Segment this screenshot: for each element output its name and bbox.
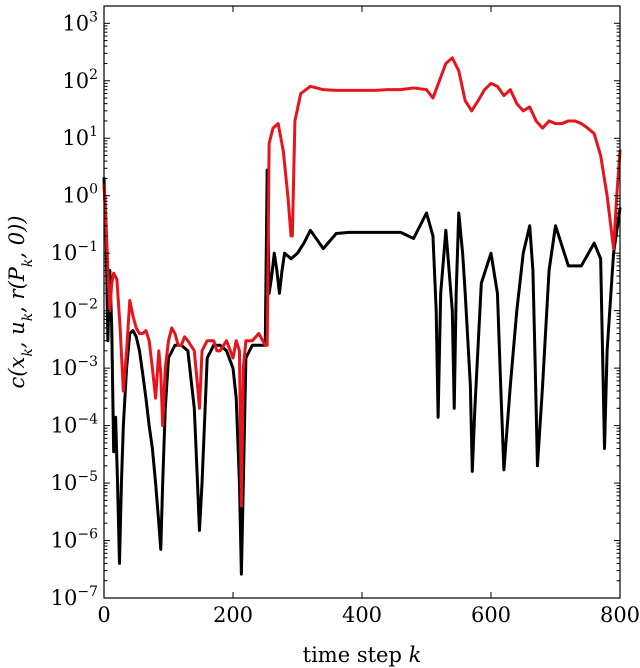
series-line-1 [102, 168, 622, 576]
y-tick-label: 10−5 [51, 469, 98, 495]
y-tick-label: 10−2 [51, 297, 98, 323]
ticks-layer: 0 200 400 600 800 10−7 10−6 10−5 10−4 10−3 10−2 10−… [51, 5, 640, 627]
y-axis-title: c(xk, uk, r(Pk, 0)) [5, 216, 36, 389]
x-tick-label: 200 [213, 603, 253, 627]
y-tick-label: 103 [62, 9, 98, 35]
y-tick-label: 10−1 [51, 239, 98, 265]
y-tick-label: 10−3 [51, 354, 98, 380]
y-tick-label: 10−4 [51, 412, 98, 438]
y-tick-label: 102 [62, 67, 98, 93]
series-line-2 [102, 56, 622, 508]
y-tick-label: 101 [62, 124, 98, 150]
x-tick-label: 400 [342, 603, 382, 627]
series-layer [102, 56, 622, 576]
y-tick-label: 10−7 [51, 584, 98, 610]
plot-frame [103, 5, 621, 599]
y-tick-label: 10−6 [51, 527, 98, 553]
x-axis-title: time step k [303, 643, 422, 667]
x-tick-label: 600 [471, 603, 511, 627]
x-tick-label: 800 [600, 603, 640, 627]
x-tick-label: 0 [97, 603, 110, 627]
y-tick-label: 100 [62, 182, 98, 208]
